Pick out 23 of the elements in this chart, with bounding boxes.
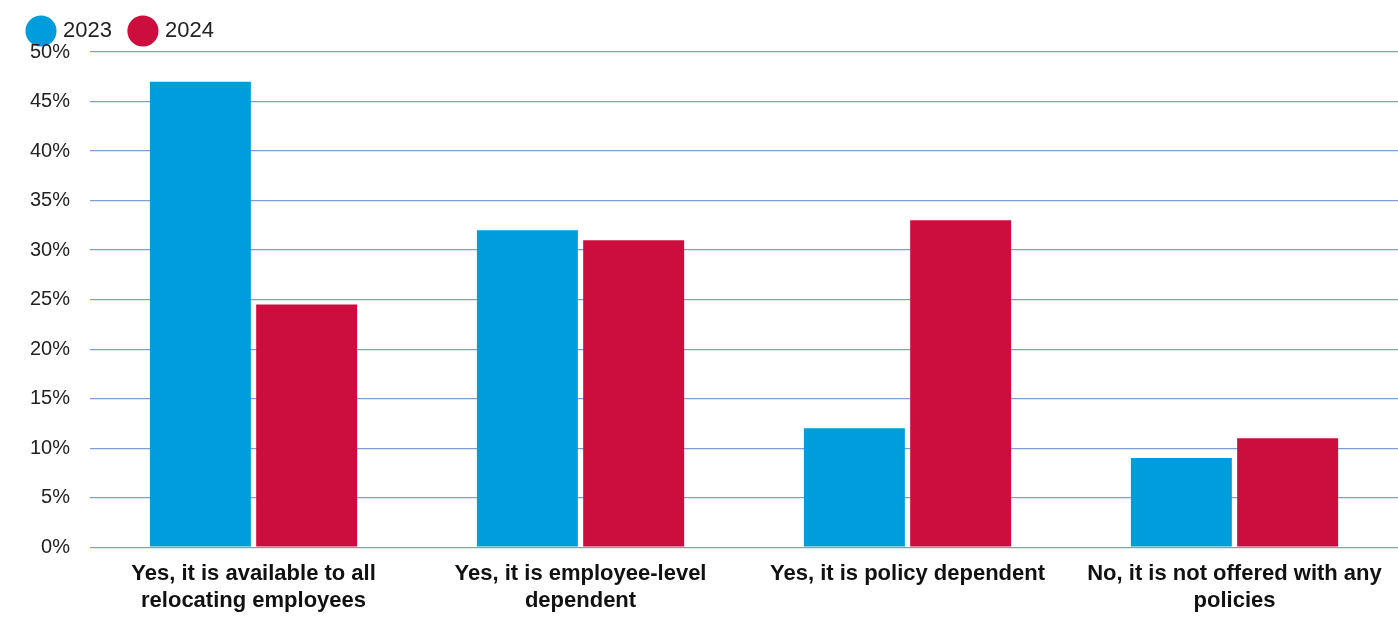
bar <box>803 428 905 547</box>
y-tick-label: 30% <box>30 237 71 260</box>
bar <box>1130 458 1232 547</box>
y-tick-label: 40% <box>30 138 71 161</box>
bar <box>149 81 251 547</box>
bar <box>476 230 578 547</box>
bar <box>583 240 685 547</box>
y-tick-label: 15% <box>30 386 71 409</box>
x-tick-label: No, it is not offered with any policies <box>1087 560 1383 612</box>
legend-label: 2024 <box>164 17 214 43</box>
x-tick-label: Yes, it is employee-level dependent <box>454 560 707 612</box>
y-tick-label: 25% <box>30 287 71 310</box>
y-tick-label: 5% <box>41 485 71 508</box>
bar <box>256 304 358 547</box>
bar <box>1237 438 1339 547</box>
y-tick-label: 45% <box>30 89 71 112</box>
y-tick-label: 0% <box>41 534 71 557</box>
y-tick-label: 20% <box>30 336 71 359</box>
bar <box>910 220 1012 547</box>
y-tick-label: 35% <box>30 188 71 211</box>
y-tick-label: 10% <box>30 435 71 458</box>
x-tick-label: Yes, it is policy dependent <box>769 560 1046 586</box>
x-tick-label: Yes, it is available to all relocating employees <box>131 560 376 612</box>
